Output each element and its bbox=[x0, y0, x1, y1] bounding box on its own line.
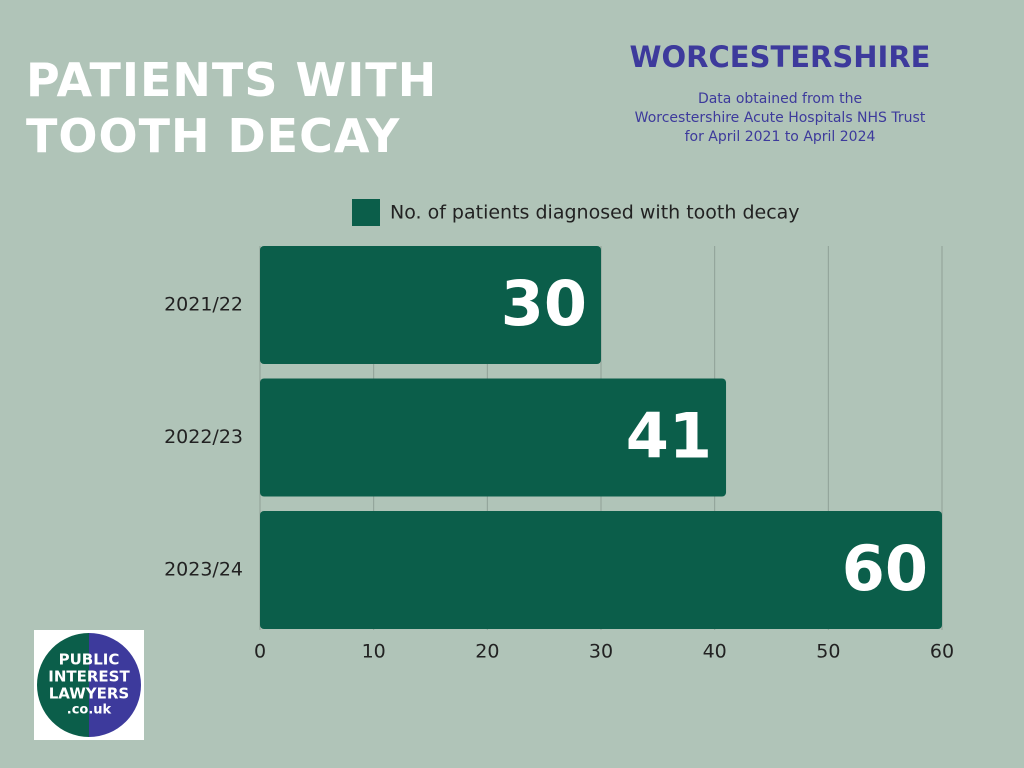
logo-text: PUBLIC bbox=[59, 651, 120, 669]
logo-half bbox=[89, 633, 141, 737]
subtitle-line: Worcestershire Acute Hospitals NHS Trust bbox=[634, 110, 926, 126]
x-tick-label: 60 bbox=[930, 641, 954, 663]
bar bbox=[260, 511, 942, 629]
title-line: PATIENTS WITH bbox=[26, 53, 438, 107]
x-tick-label: 40 bbox=[703, 641, 727, 663]
y-tick-label: 2023/24 bbox=[164, 559, 243, 581]
logo-text: INTEREST bbox=[48, 668, 130, 686]
region: WORCESTERSHIRE bbox=[629, 40, 931, 74]
title-line: TOOTH DECAY bbox=[26, 109, 401, 163]
x-tick-label: 20 bbox=[475, 641, 499, 663]
x-tick-label: 30 bbox=[589, 641, 613, 663]
title: PATIENTS WITH TOOTH DECAY bbox=[26, 52, 437, 164]
x-tick-label: 0 bbox=[254, 641, 266, 663]
logo-text: LAWYERS bbox=[49, 685, 130, 703]
subtitle: Data obtained from the Worcestershire Ac… bbox=[580, 90, 980, 147]
x-tick-label: 10 bbox=[362, 641, 386, 663]
y-tick-label: 2021/22 bbox=[164, 294, 243, 316]
logo-text: .co.uk bbox=[67, 703, 112, 718]
bar bbox=[260, 378, 727, 497]
bar bbox=[260, 246, 601, 364]
subtitle-line: for April 2021 to April 2024 bbox=[684, 129, 876, 145]
x-tick-label: 50 bbox=[816, 641, 840, 663]
data-label: 41 bbox=[626, 400, 712, 473]
legend-label: No. of patients diagnosed with tooth dec… bbox=[390, 202, 800, 224]
logo: PUBLIC INTEREST LAWYERS .co.uk bbox=[34, 630, 144, 740]
data-label: 30 bbox=[501, 267, 587, 340]
y-tick-label: 2022/23 bbox=[164, 426, 243, 448]
logo-half bbox=[37, 633, 89, 737]
data-label: 60 bbox=[842, 532, 928, 605]
subtitle-line: Data obtained from the bbox=[697, 91, 863, 107]
legend-swatch bbox=[352, 199, 380, 226]
